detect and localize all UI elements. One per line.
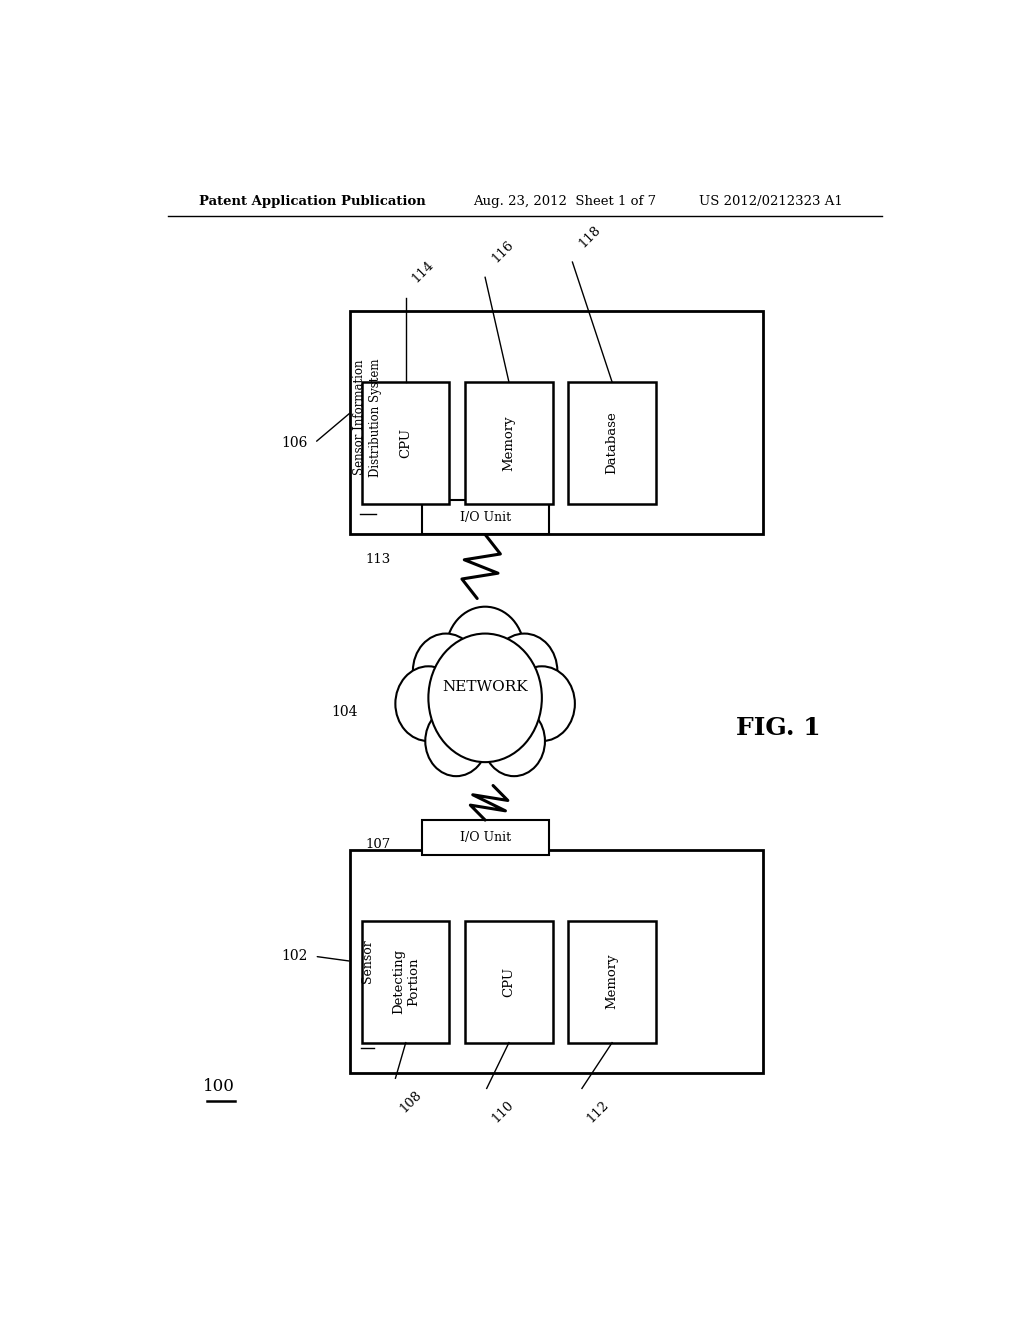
Text: 100: 100: [204, 1078, 236, 1096]
Text: 113: 113: [366, 553, 390, 566]
Text: CPU: CPU: [503, 966, 515, 997]
Text: Sensor Information
Distribution System: Sensor Information Distribution System: [353, 358, 382, 477]
Text: 108: 108: [397, 1089, 425, 1115]
Text: NETWORK: NETWORK: [442, 680, 528, 694]
Bar: [362, 921, 450, 1043]
Bar: [465, 381, 553, 504]
Text: FIG. 1: FIG. 1: [736, 715, 821, 739]
Bar: [362, 381, 450, 504]
Ellipse shape: [425, 706, 487, 776]
Text: 110: 110: [489, 1098, 516, 1126]
Text: I/O Unit: I/O Unit: [460, 511, 511, 524]
Text: Database: Database: [605, 412, 618, 474]
Text: Sensor: Sensor: [361, 940, 374, 983]
Text: 107: 107: [366, 838, 390, 851]
Ellipse shape: [445, 607, 524, 696]
Text: CPU: CPU: [399, 428, 413, 458]
Bar: [422, 820, 549, 854]
Text: Memory: Memory: [503, 416, 515, 471]
Ellipse shape: [428, 634, 542, 762]
Ellipse shape: [413, 634, 479, 709]
Text: Patent Application Publication: Patent Application Publication: [200, 194, 426, 207]
Bar: [350, 312, 763, 535]
Text: Memory: Memory: [605, 954, 618, 1010]
Text: 102: 102: [282, 949, 308, 964]
Text: US 2012/0212323 A1: US 2012/0212323 A1: [699, 194, 843, 207]
Text: Aug. 23, 2012  Sheet 1 of 7: Aug. 23, 2012 Sheet 1 of 7: [473, 194, 656, 207]
Text: 114: 114: [410, 259, 436, 285]
Ellipse shape: [395, 667, 462, 741]
Ellipse shape: [492, 634, 557, 709]
Bar: [350, 850, 763, 1073]
Text: 104: 104: [332, 705, 358, 719]
Bar: [568, 381, 655, 504]
Bar: [465, 921, 553, 1043]
Text: 106: 106: [282, 436, 308, 450]
Text: Detecting
Portion: Detecting Portion: [392, 949, 420, 1014]
Ellipse shape: [509, 667, 574, 741]
Bar: [568, 921, 655, 1043]
Text: I/O Unit: I/O Unit: [460, 830, 511, 843]
Text: 118: 118: [577, 223, 603, 249]
Bar: [422, 500, 549, 535]
Text: 112: 112: [585, 1098, 611, 1126]
Ellipse shape: [483, 706, 545, 776]
Text: 116: 116: [489, 238, 516, 265]
